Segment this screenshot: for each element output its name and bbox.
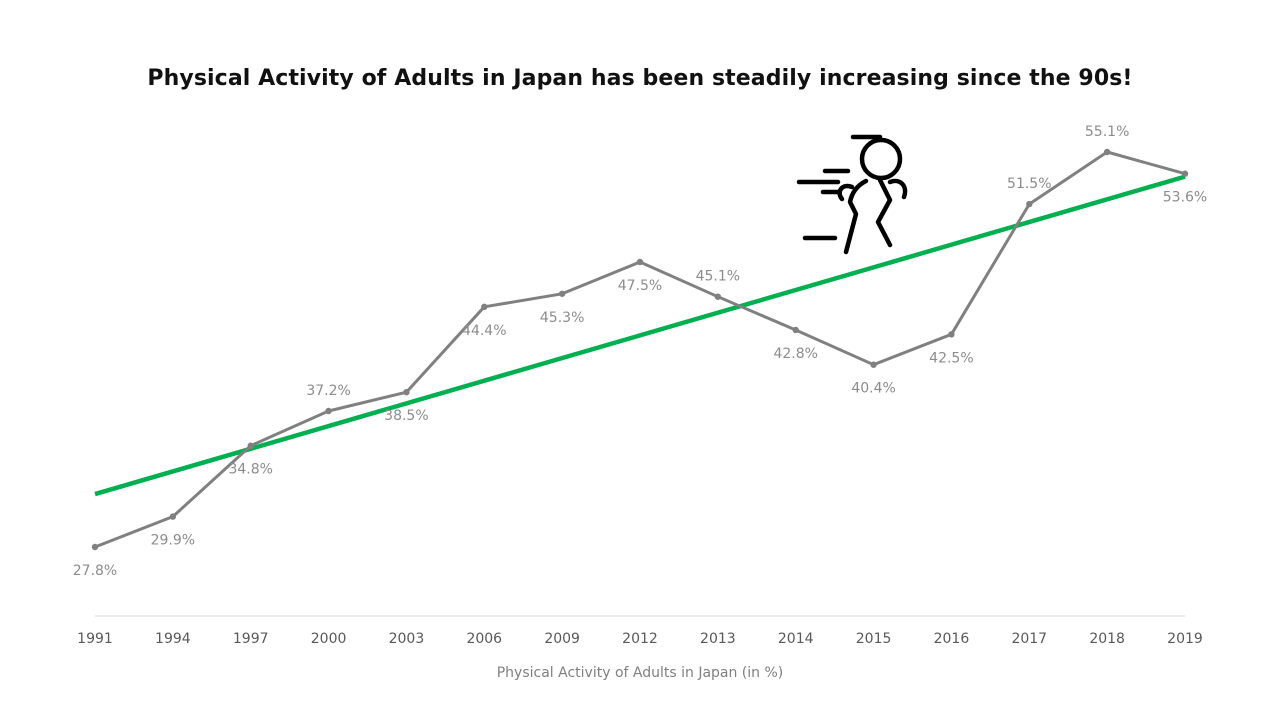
data-label: 51.5% [1007,176,1051,192]
data-label: 42.8% [773,346,817,362]
data-label: 55.1% [1085,124,1129,140]
x-tick-label: 2009 [544,631,580,647]
series-line [93,150,1187,549]
x-tick-label: 2003 [389,631,425,647]
data-label: 44.4% [462,323,506,339]
x-axis-title: Physical Activity of Adults in Japan (in… [497,665,784,681]
data-point [247,442,254,449]
data-point [403,388,410,396]
data-label: 34.8% [228,462,272,478]
x-tick-label: 1991 [77,631,113,647]
trendline [94,174,1186,497]
data-point [325,407,332,415]
data-point [870,361,877,368]
x-tick-label: 2012 [622,631,658,647]
x-tick-labels-group: 1991 1994 1997 2000 2003 2006 2009 2012 2013 2014… [77,631,1203,647]
x-tick-label: 1997 [233,631,269,647]
chart-title: Physical Activity of Adults in Japan has… [147,66,1133,91]
data-point [1181,170,1189,177]
data-label: 37.2% [306,383,350,399]
data-point [636,258,644,266]
icon-arm [887,178,908,200]
x-tick-label: 2016 [934,631,970,647]
x-tick-label: 2014 [778,631,814,647]
data-label: 40.4% [851,381,895,397]
icon-head [859,137,903,181]
data-point [714,293,722,300]
data-point [558,290,566,297]
data-label: 47.5% [618,278,662,294]
x-tick-label: 2018 [1089,631,1125,647]
data-point [1026,200,1033,208]
data-label: 45.3% [540,310,584,326]
icon-back-leg [843,178,869,255]
trendline-group [94,174,1186,497]
x-tick-label: 2017 [1011,631,1047,647]
data-point [948,331,955,338]
data-label: 42.5% [929,350,973,366]
x-tick-label: 2000 [311,631,347,647]
x-tick-label: 2015 [856,631,892,647]
data-label: 29.9% [151,533,195,549]
data-point [91,543,99,551]
icon-front-leg [875,177,893,248]
x-tick-label: 2006 [466,631,502,647]
data-label: 27.8% [73,563,117,579]
data-label: 53.6% [1163,190,1207,206]
data-label: 38.5% [384,408,428,424]
data-point [1103,148,1111,156]
data-label: 45.1% [696,269,740,285]
x-tick-label: 2019 [1167,631,1203,647]
series-group [91,148,1189,551]
data-point [481,303,488,311]
data-point [792,326,799,334]
x-tick-label: 2013 [700,631,736,647]
icon-back-arm [837,183,855,202]
running-person-icon [796,134,908,255]
x-tick-label: 1994 [155,631,191,647]
data-point [169,513,177,520]
data-labels-group: 27.8% 29.9% 34.8% 37.2% 38.5% 44.4% 45.3% 47.5%… [73,124,1207,579]
